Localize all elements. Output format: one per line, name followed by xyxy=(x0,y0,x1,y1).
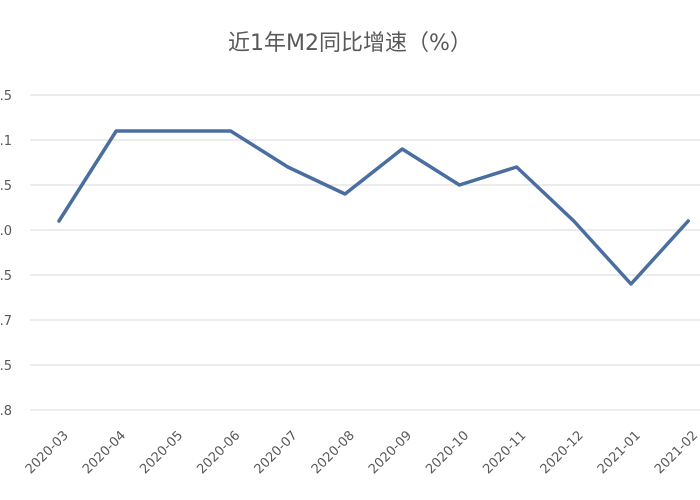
data-point xyxy=(171,129,175,133)
x-tick-label: 2020-09 xyxy=(366,428,415,477)
series-line xyxy=(57,129,690,286)
y-tick-label: .7 xyxy=(0,314,12,329)
y-tick-label: .5 xyxy=(0,359,12,374)
x-tick-label: 2021-02 xyxy=(652,428,700,477)
x-tick-label: 2020-10 xyxy=(423,428,472,477)
x-tick-label: 2020-11 xyxy=(480,428,529,477)
y-axis-ticks: .5 .1 .5 .0 .5 .7 .5 .8 xyxy=(0,89,12,419)
y-tick-label: .8 xyxy=(0,404,12,419)
y-tick-label: .5 xyxy=(0,179,12,194)
data-point xyxy=(572,219,576,223)
x-tick-label: 2020-07 xyxy=(252,428,301,477)
x-tick-label: 2020-12 xyxy=(538,428,587,477)
grid-layer xyxy=(30,94,700,411)
data-point xyxy=(400,147,404,151)
x-tick-label: 2020-03 xyxy=(23,428,72,477)
x-tick-label: 2021-01 xyxy=(595,428,644,477)
data-point xyxy=(343,192,347,196)
y-tick-label: .1 xyxy=(0,134,12,149)
chart-title: 近1年M2同比增速（%） xyxy=(228,31,472,56)
x-tick-label: 2020-04 xyxy=(80,428,129,477)
series-layer xyxy=(57,129,690,286)
data-point xyxy=(457,183,461,187)
x-tick-label: 2020-08 xyxy=(309,428,358,477)
y-tick-label: .5 xyxy=(0,89,12,104)
y-tick-label: .0 xyxy=(0,224,12,239)
data-point xyxy=(114,129,118,133)
data-point xyxy=(686,219,690,223)
x-tick-label: 2020-06 xyxy=(194,428,243,477)
data-point xyxy=(286,165,290,169)
data-point xyxy=(57,219,61,223)
x-tick-label: 2020-05 xyxy=(137,428,186,477)
y-tick-label: .5 xyxy=(0,269,12,284)
x-axis-ticks: 2020-03 2020-04 2020-05 2020-06 2020-07 2020-… xyxy=(23,428,700,477)
data-point xyxy=(229,129,233,133)
data-point xyxy=(515,165,519,169)
data-point xyxy=(629,282,633,286)
